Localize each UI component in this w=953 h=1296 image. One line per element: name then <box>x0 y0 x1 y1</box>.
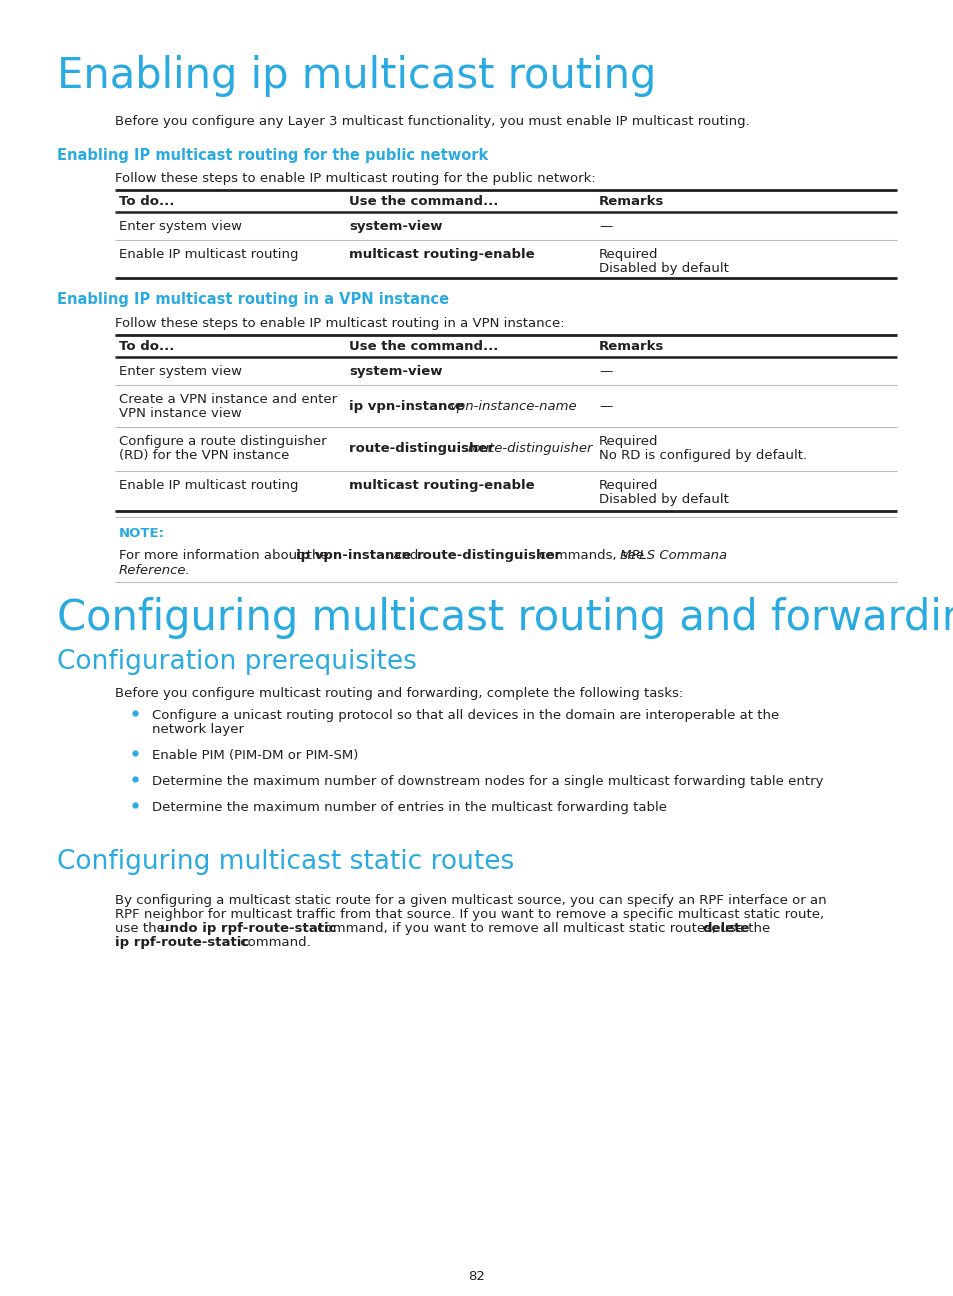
Text: VPN instance view: VPN instance view <box>119 407 241 420</box>
Text: Enabling IP multicast routing in a VPN instance: Enabling IP multicast routing in a VPN i… <box>57 292 449 307</box>
Text: Enabling IP multicast routing for the public network: Enabling IP multicast routing for the pu… <box>57 148 488 163</box>
Text: Determine the maximum number of entries in the multicast forwarding table: Determine the maximum number of entries … <box>152 801 666 814</box>
Text: commands, see: commands, see <box>535 550 648 562</box>
Text: Reference.: Reference. <box>119 564 191 577</box>
Text: By configuring a multicast static route for a given multicast source, you can sp: By configuring a multicast static route … <box>115 894 825 907</box>
Text: Follow these steps to enable IP multicast routing for the public network:: Follow these steps to enable IP multicas… <box>115 172 595 185</box>
Text: Disabled by default: Disabled by default <box>598 262 728 275</box>
Text: ip vpn-instance: ip vpn-instance <box>295 550 411 562</box>
Text: ip rpf-route-static: ip rpf-route-static <box>115 936 249 949</box>
Text: Follow these steps to enable IP multicast routing in a VPN instance:: Follow these steps to enable IP multicas… <box>115 318 564 330</box>
Text: Before you configure multicast routing and forwarding, complete the following ta: Before you configure multicast routing a… <box>115 687 682 700</box>
Text: To do...: To do... <box>119 340 174 353</box>
Text: undo ip rpf-route-static: undo ip rpf-route-static <box>160 921 336 934</box>
Text: Disabled by default: Disabled by default <box>598 492 728 505</box>
Text: multicast routing-enable: multicast routing-enable <box>349 480 534 492</box>
Text: command.: command. <box>235 936 310 949</box>
Text: Enable PIM (PIM-DM or PIM-SM): Enable PIM (PIM-DM or PIM-SM) <box>152 749 358 762</box>
Text: —: — <box>598 365 612 378</box>
Text: use the: use the <box>115 921 169 934</box>
Text: route-distinguisher: route-distinguisher <box>416 550 561 562</box>
Text: route-distinguisher: route-distinguisher <box>468 442 593 455</box>
Text: Enter system view: Enter system view <box>119 220 242 233</box>
Text: Required: Required <box>598 435 658 448</box>
Text: Remarks: Remarks <box>598 194 663 207</box>
Text: system-view: system-view <box>349 365 442 378</box>
Text: system-view: system-view <box>349 220 442 233</box>
Text: NOTE:: NOTE: <box>119 527 165 540</box>
Text: (RD) for the VPN instance: (RD) for the VPN instance <box>119 448 289 461</box>
Text: Use the command...: Use the command... <box>349 340 497 353</box>
Text: Before you configure any Layer 3 multicast functionality, you must enable IP mul: Before you configure any Layer 3 multica… <box>115 115 749 128</box>
Text: Determine the maximum number of downstream nodes for a single multicast forwardi: Determine the maximum number of downstre… <box>152 775 822 788</box>
Text: Configuration prerequisites: Configuration prerequisites <box>57 649 416 675</box>
Text: Enter system view: Enter system view <box>119 365 242 378</box>
Text: 82: 82 <box>468 1270 485 1283</box>
Text: ip vpn-instance: ip vpn-instance <box>349 400 468 413</box>
Text: For more information about the: For more information about the <box>119 550 333 562</box>
Text: Configure a unicast routing protocol so that all devices in the domain are inter: Configure a unicast routing protocol so … <box>152 709 779 722</box>
Text: —: — <box>598 400 612 413</box>
Text: delete: delete <box>701 921 749 934</box>
Text: vpn-instance-name: vpn-instance-name <box>449 400 576 413</box>
Text: Use the command...: Use the command... <box>349 194 497 207</box>
Text: Configure a route distinguisher: Configure a route distinguisher <box>119 435 326 448</box>
Text: and: and <box>388 550 422 562</box>
Text: Configuring multicast static routes: Configuring multicast static routes <box>57 849 514 875</box>
Text: Configuring multicast routing and forwarding: Configuring multicast routing and forwar… <box>57 597 953 639</box>
Text: route-distinguisher: route-distinguisher <box>349 442 498 455</box>
Text: —: — <box>598 220 612 233</box>
Text: Create a VPN instance and enter: Create a VPN instance and enter <box>119 393 336 406</box>
Text: MPLS Commana: MPLS Commana <box>619 550 727 562</box>
Text: Remarks: Remarks <box>598 340 663 353</box>
Text: Required: Required <box>598 480 658 492</box>
Text: command, if you want to remove all multicast static routes, use the: command, if you want to remove all multi… <box>313 921 773 934</box>
Text: Enable IP multicast routing: Enable IP multicast routing <box>119 480 298 492</box>
Text: multicast routing-enable: multicast routing-enable <box>349 248 534 260</box>
Text: Required: Required <box>598 248 658 260</box>
Text: Enabling ip multicast routing: Enabling ip multicast routing <box>57 54 656 97</box>
Text: RPF neighbor for multicast traffic from that source. If you want to remove a spe: RPF neighbor for multicast traffic from … <box>115 908 823 921</box>
Text: network layer: network layer <box>152 723 244 736</box>
Text: No RD is configured by default.: No RD is configured by default. <box>598 448 806 461</box>
Text: To do...: To do... <box>119 194 174 207</box>
Text: Enable IP multicast routing: Enable IP multicast routing <box>119 248 298 260</box>
